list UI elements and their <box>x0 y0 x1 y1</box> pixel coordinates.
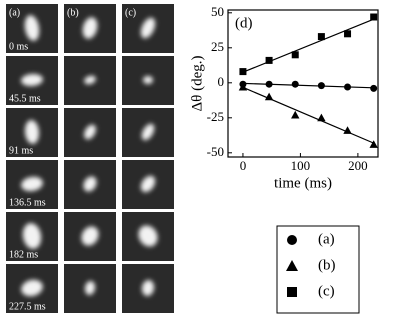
blob <box>82 17 98 39</box>
blob <box>141 280 155 296</box>
blob <box>140 175 156 193</box>
blob <box>22 223 42 249</box>
marker <box>286 260 298 271</box>
marker <box>291 110 300 119</box>
legend-box <box>276 225 360 314</box>
column-label: (a) <box>9 7 20 18</box>
marker <box>317 113 326 122</box>
column-label: (c) <box>125 7 136 18</box>
marker <box>317 82 325 90</box>
blob <box>21 279 43 297</box>
blob <box>84 124 96 140</box>
time-label: 227.5 ms <box>9 301 46 312</box>
marker <box>264 92 274 101</box>
blob <box>84 75 96 85</box>
time-label: 182 ms <box>9 249 38 260</box>
marker <box>291 80 299 88</box>
blob <box>143 76 153 84</box>
blob <box>141 123 155 141</box>
y-tick-label: 0 <box>218 74 225 89</box>
time-label: 45.5 ms <box>9 93 41 104</box>
blob <box>138 225 158 247</box>
blob <box>24 15 40 41</box>
fit-line <box>242 82 374 89</box>
marker <box>370 84 378 92</box>
marker <box>370 13 378 21</box>
marker <box>369 140 378 148</box>
fit-line <box>242 18 374 73</box>
blob <box>21 73 43 87</box>
plot-frame <box>227 9 379 158</box>
blob <box>84 281 96 295</box>
marker <box>238 82 248 91</box>
marker <box>287 235 297 245</box>
marker <box>344 30 352 38</box>
x-tick-label: 0 <box>240 158 247 173</box>
time-label: 91 ms <box>9 145 33 156</box>
marker <box>291 51 299 59</box>
image-grid: (a) 0 ms (b) (c) 45.5 ms 91 ms 136.5 ms 182 ms 2… <box>6 4 174 313</box>
x-tick-label: 200 <box>348 158 368 173</box>
y-tick-label: -25 <box>207 109 224 124</box>
x-axis-label: time (ms) <box>274 175 332 191</box>
time-label: 136.5 ms <box>9 197 46 208</box>
marker <box>317 33 325 41</box>
blob <box>24 120 40 144</box>
marker <box>343 126 352 134</box>
blob <box>83 176 97 192</box>
x-tick-label: 100 <box>291 158 311 173</box>
y-tick-label: -50 <box>207 144 224 159</box>
marker <box>344 83 352 91</box>
legend-label: (a) <box>318 231 335 247</box>
legend-label: (c) <box>318 283 335 299</box>
y-tick-label: 25 <box>211 39 224 54</box>
marker <box>265 80 273 88</box>
legend-label: (b) <box>318 257 336 273</box>
time-label: 0 ms <box>9 41 28 52</box>
blob <box>140 17 156 39</box>
blob <box>81 226 99 246</box>
column-label: (b) <box>67 7 79 18</box>
fit-line <box>242 86 374 144</box>
panel-label: (d) <box>235 15 253 31</box>
marker <box>265 56 273 64</box>
y-tick-label: 50 <box>211 4 224 19</box>
blob <box>21 176 43 192</box>
marker <box>239 68 247 76</box>
chart: -50 -25 0 25 50 0 100 200 time (ms) Δθ (deg.) (d) <box>189 4 379 191</box>
y-axis-label: Δθ (deg.) <box>189 56 205 112</box>
marker <box>287 287 297 297</box>
